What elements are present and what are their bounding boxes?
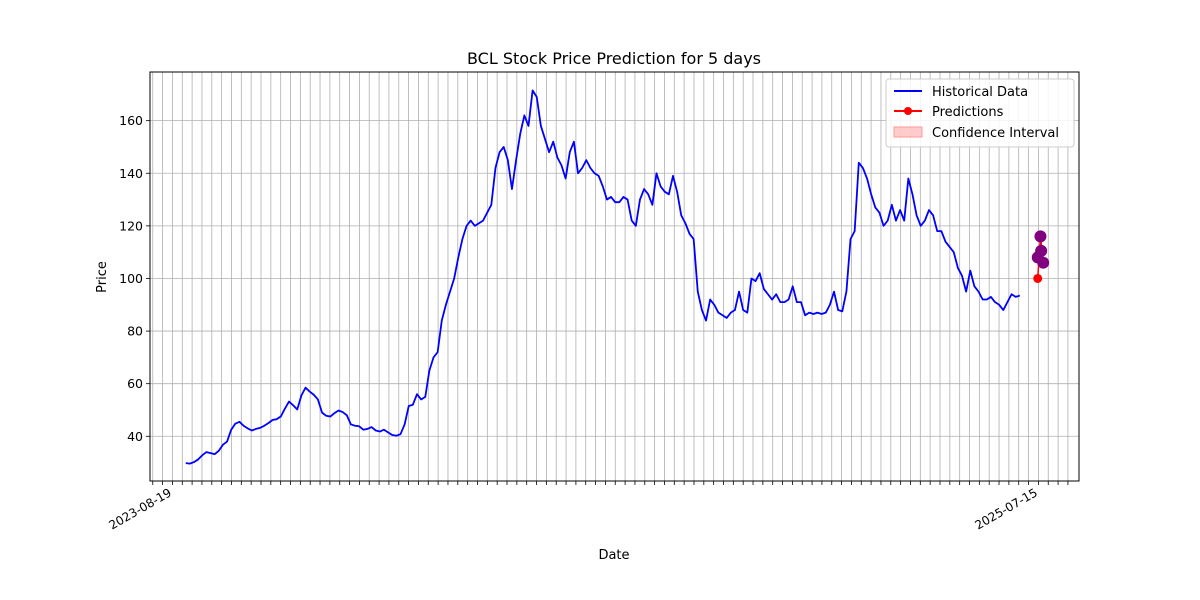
y-tick-label: 120 [119, 218, 143, 233]
chart-title: BCL Stock Price Prediction for 5 days [467, 49, 761, 68]
y-tick-label: 140 [119, 166, 143, 181]
y-tick-label: 40 [127, 429, 143, 444]
plot-series [185, 89, 1050, 465]
historical-data-line [185, 89, 1021, 465]
legend-marker-predictions [904, 107, 912, 115]
legend-label-historical: Historical Data [932, 85, 1028, 100]
x-axis-label: Date [598, 548, 629, 563]
prediction-point [1033, 273, 1043, 283]
legend-label-confidence: Confidence Interval [932, 126, 1059, 141]
prediction-highlight-point [1034, 230, 1047, 243]
legend-box [885, 78, 1075, 148]
legend-patch-confidence [893, 126, 923, 138]
y-tick-label: 80 [127, 324, 143, 339]
plot-frame [149, 71, 1080, 482]
y-tick-label: 60 [127, 376, 143, 391]
y-tick-label: 100 [119, 271, 143, 286]
prediction-highlight-point [1035, 244, 1048, 257]
prediction-highlight-point [1037, 256, 1050, 269]
y-axis-ticks: 40 60 80 100 120 140 160 [119, 113, 150, 444]
legend-label-predictions: Predictions [932, 105, 1004, 120]
y-tick-label: 160 [119, 113, 143, 128]
legend: Historical Data Predictions Confidence I… [885, 78, 1075, 148]
y-axis-label: Price [95, 261, 110, 293]
